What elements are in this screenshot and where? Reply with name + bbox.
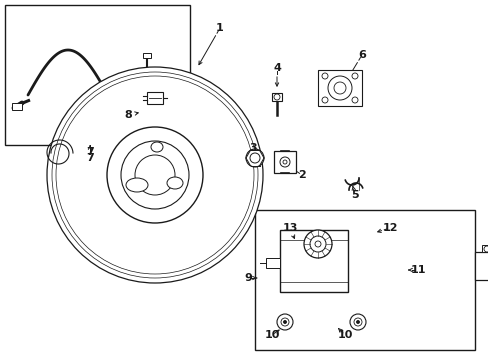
Text: 1: 1 [216, 23, 224, 33]
Circle shape [349, 314, 365, 330]
Text: 10: 10 [264, 330, 279, 340]
Circle shape [333, 82, 346, 94]
Text: 6: 6 [357, 50, 365, 60]
Circle shape [304, 230, 331, 258]
Bar [280, 230, 347, 292]
Circle shape [351, 73, 357, 79]
Circle shape [47, 67, 263, 283]
Bar [317, 70, 361, 106]
Bar [142, 53, 151, 58]
Bar [474, 252, 488, 280]
Circle shape [314, 241, 320, 247]
Circle shape [309, 236, 325, 252]
Circle shape [280, 157, 289, 167]
Circle shape [327, 76, 351, 100]
Circle shape [245, 149, 264, 167]
Ellipse shape [126, 178, 148, 192]
Circle shape [483, 246, 488, 252]
Circle shape [283, 160, 286, 164]
Text: 5: 5 [350, 190, 358, 200]
Circle shape [107, 127, 203, 223]
Circle shape [135, 155, 175, 195]
Circle shape [249, 153, 260, 163]
Bar [265, 258, 280, 268]
Text: 11: 11 [409, 265, 425, 275]
Circle shape [121, 141, 189, 209]
Circle shape [321, 73, 327, 79]
Bar [481, 245, 488, 252]
Text: 13: 13 [282, 223, 297, 233]
Bar [271, 93, 282, 101]
Ellipse shape [167, 177, 183, 189]
Text: 9: 9 [244, 273, 251, 283]
Circle shape [356, 320, 359, 324]
Text: 7: 7 [86, 153, 94, 163]
Bar [12, 103, 22, 110]
Ellipse shape [151, 142, 163, 152]
Bar [147, 92, 163, 104]
Text: 4: 4 [272, 63, 281, 73]
Circle shape [273, 94, 280, 100]
Text: 8: 8 [124, 110, 132, 120]
Bar [254, 210, 474, 350]
Text: 12: 12 [382, 223, 397, 233]
Circle shape [281, 318, 288, 326]
Circle shape [353, 318, 361, 326]
Circle shape [283, 320, 286, 324]
Bar [273, 151, 295, 173]
Circle shape [321, 97, 327, 103]
Circle shape [351, 97, 357, 103]
Text: 7: 7 [86, 147, 94, 157]
Text: 2: 2 [298, 170, 305, 180]
Circle shape [276, 314, 292, 330]
Text: 10: 10 [337, 330, 352, 340]
Bar [5, 5, 190, 145]
Text: 3: 3 [249, 143, 256, 153]
